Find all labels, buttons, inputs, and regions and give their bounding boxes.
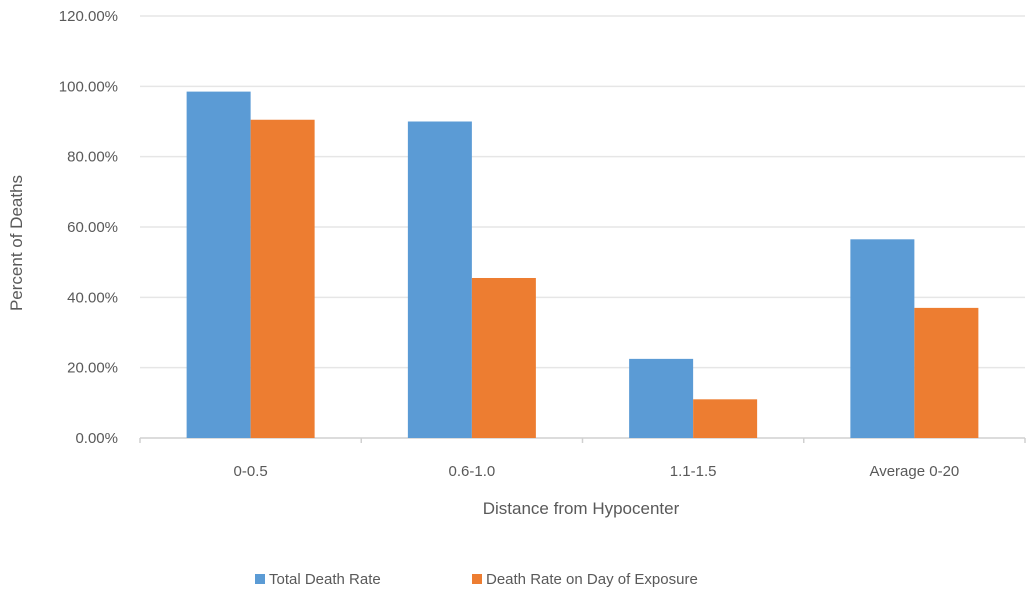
x-axis-title: Distance from Hypocenter: [483, 499, 680, 518]
y-tick-label: 60.00%: [67, 219, 118, 236]
y-tick-label: 0.00%: [75, 430, 118, 447]
y-tick-label: 40.00%: [67, 289, 118, 306]
bar-total-death-rate-1: [407, 121, 472, 438]
y-tick-label: 100.00%: [59, 78, 118, 95]
x-tick-label: 0.6-1.0: [449, 463, 496, 480]
y-tick-label: 20.00%: [67, 360, 118, 377]
x-tick-label: Average 0-20: [869, 463, 959, 480]
bar-death-rate-on-day-of-exposure-1: [471, 277, 536, 438]
legend-label: Total Death Rate: [269, 571, 381, 588]
x-tick-label: 0-0.5: [234, 463, 268, 480]
bar-death-rate-on-day-of-exposure-3: [914, 307, 979, 438]
bar-total-death-rate-0: [186, 91, 251, 438]
legend-swatch: [472, 574, 482, 584]
x-tick-label: 1.1-1.5: [670, 463, 717, 480]
bar-death-rate-on-day-of-exposure-0: [250, 119, 315, 438]
bars: [186, 91, 979, 438]
y-axis-ticks: 0.00% 20.00% 40.00% 60.00% 80.00% 100.00% 120.…: [59, 8, 118, 447]
y-axis-title: Percent of Deaths: [7, 175, 26, 311]
legend: Total Death Rate Death Rate on Day of Exp…: [255, 571, 698, 588]
bar-death-rate-on-day-of-exposure-2: [693, 399, 758, 438]
legend-swatch: [255, 574, 265, 584]
x-axis-ticks: 0-0.5 0.6-1.0 1.1-1.5 Average 0-20: [234, 463, 960, 480]
y-tick-label: 120.00%: [59, 8, 118, 25]
legend-label: Death Rate on Day of Exposure: [486, 571, 698, 588]
y-tick-label: 80.00%: [67, 149, 118, 166]
bar-total-death-rate-2: [629, 358, 694, 438]
bar-total-death-rate-3: [850, 239, 915, 438]
